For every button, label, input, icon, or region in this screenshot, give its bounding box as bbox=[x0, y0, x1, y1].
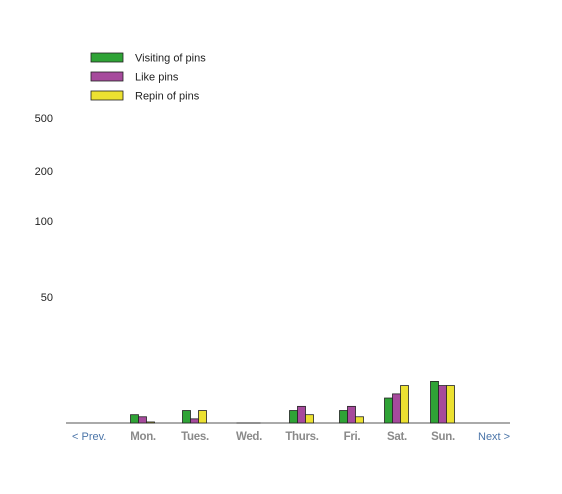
bar bbox=[430, 380, 439, 424]
bar bbox=[138, 416, 147, 424]
next-link[interactable]: Next > bbox=[478, 431, 510, 443]
bar bbox=[289, 410, 298, 424]
legend-swatch bbox=[90, 90, 124, 101]
bar bbox=[446, 385, 455, 424]
legend-swatch bbox=[90, 71, 124, 82]
x-tick-label: Thurs. bbox=[285, 431, 318, 443]
legend-label: Repin of pins bbox=[135, 91, 200, 103]
x-tick-label: Sat. bbox=[387, 431, 407, 443]
bar bbox=[400, 385, 409, 424]
y-axis-tick-labels: 50 100 200 500 bbox=[35, 113, 53, 304]
x-tick-label: Sun. bbox=[431, 431, 455, 443]
bar bbox=[339, 410, 348, 424]
bar bbox=[384, 397, 393, 424]
y-tick-label: 100 bbox=[35, 216, 53, 228]
chart-legend: Visiting of pins Like pins Repin of pins bbox=[90, 52, 206, 103]
y-tick-label: 200 bbox=[35, 166, 53, 178]
bar bbox=[297, 405, 306, 424]
bar bbox=[355, 416, 364, 424]
x-tick-label: Wed. bbox=[236, 431, 262, 443]
bar bbox=[146, 421, 155, 424]
bar bbox=[305, 414, 314, 424]
bar bbox=[392, 393, 401, 424]
y-tick-label: 500 bbox=[35, 113, 53, 125]
prev-link[interactable]: < Prev. bbox=[72, 431, 106, 443]
legend-label: Like pins bbox=[135, 72, 179, 84]
bar bbox=[182, 410, 191, 424]
bar-marks bbox=[130, 380, 455, 424]
x-tick-label: Mon. bbox=[130, 431, 156, 443]
bar bbox=[130, 414, 139, 424]
legend-label: Visiting of pins bbox=[135, 53, 206, 65]
x-tick-label: Tues. bbox=[181, 431, 209, 443]
bar bbox=[198, 410, 207, 424]
x-tick-label: Fri. bbox=[344, 431, 361, 443]
legend-swatch bbox=[90, 52, 124, 63]
bar bbox=[438, 385, 447, 424]
bar bbox=[190, 418, 199, 424]
x-axis-tick-labels: Mon. Tues. Wed. Thurs. Fri. Sat. Sun. bbox=[130, 431, 455, 443]
y-tick-label: 50 bbox=[41, 292, 53, 304]
bar bbox=[347, 405, 356, 424]
